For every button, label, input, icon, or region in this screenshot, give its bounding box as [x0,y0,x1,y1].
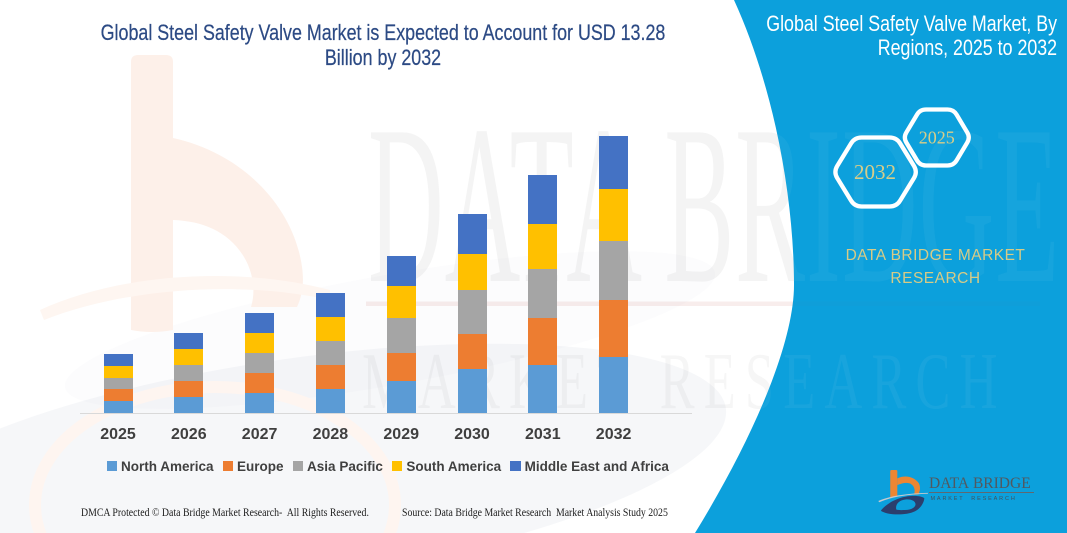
svg-text:2025: 2025 [919,128,955,148]
svg-text:2032: 2032 [854,160,896,184]
